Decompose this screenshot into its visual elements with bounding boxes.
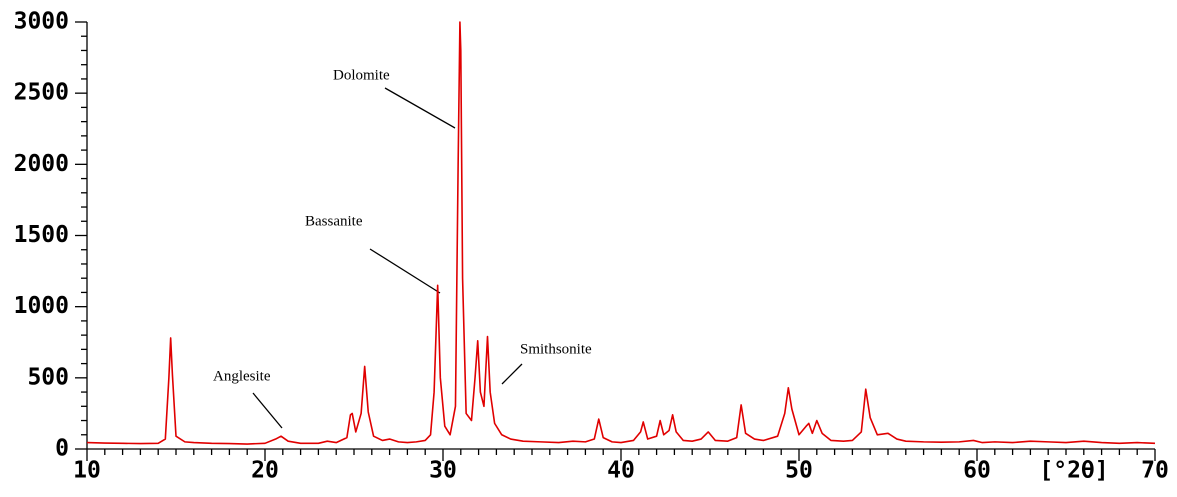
x-tick-label: 50: [785, 458, 813, 484]
leader-line: [384, 87, 456, 129]
y-tick-label: 2000: [14, 151, 69, 177]
x-tick-label: 70: [1141, 458, 1169, 484]
leader-line: [252, 392, 283, 429]
annotation: Anglesite: [213, 368, 271, 384]
annotation: Smithsonite: [520, 341, 592, 357]
annotation: Bassanite: [305, 213, 363, 229]
y-tick-label: 500: [27, 364, 69, 390]
x-tick-label: 30: [429, 458, 457, 484]
x-tick-label: 20: [251, 458, 279, 484]
y-tick-label: 3000: [14, 9, 69, 35]
leader-line: [369, 248, 441, 294]
annotation: Dolomite: [333, 67, 390, 83]
y-tick-label: 0: [55, 436, 69, 462]
y-tick-label: 1500: [14, 222, 69, 248]
x-tick-label: 40: [607, 458, 635, 484]
y-tick-label: 1000: [14, 293, 69, 319]
data-line: [86, 21, 1156, 445]
x-axis-label: [°2θ]: [1039, 458, 1108, 484]
x-tick-label: 60: [963, 458, 991, 484]
x-tick-label: 10: [73, 458, 101, 484]
y-tick-label: 2500: [14, 80, 69, 106]
leader-line: [501, 363, 523, 385]
